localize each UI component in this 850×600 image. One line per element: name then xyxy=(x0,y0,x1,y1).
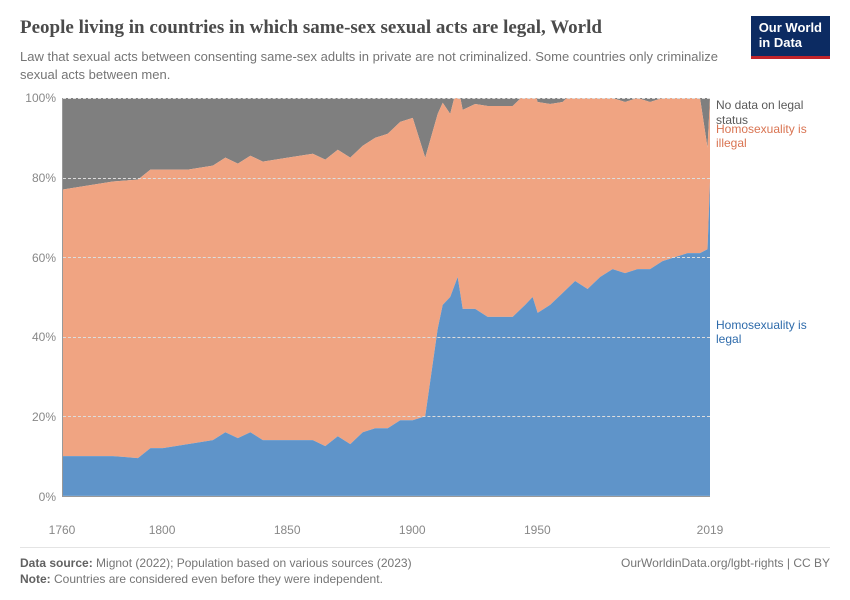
y-tick-label: 60% xyxy=(32,251,56,265)
note-text: Countries are considered even before the… xyxy=(54,572,383,586)
series-label-nodata: No data on legal status xyxy=(716,98,830,127)
x-tick-label: 2019 xyxy=(697,523,724,537)
y-axis: 0%20%40%60%80%100% xyxy=(20,98,62,497)
footer-left: Data source: Mignot (2022); Population b… xyxy=(20,556,605,588)
y-tick-label: 100% xyxy=(25,91,56,105)
series-label-legal: Homosexuality is legal xyxy=(716,318,830,347)
header: People living in countries in which same… xyxy=(20,16,830,84)
series-labels: Homosexuality is legalHomosexuality is i… xyxy=(710,98,830,497)
logo-line1: Our World xyxy=(759,20,822,35)
owid-logo: Our World in Data xyxy=(751,16,830,59)
x-tick-label: 1900 xyxy=(399,523,426,537)
attribution: OurWorldinData.org/lgbt-rights | CC BY xyxy=(621,556,830,588)
x-tick-label: 1760 xyxy=(49,523,76,537)
chart-area: 0%20%40%60%80%100% Homosexuality is lega… xyxy=(20,98,830,497)
x-tick-label: 1800 xyxy=(149,523,176,537)
logo-line2: in Data xyxy=(759,35,802,50)
footer: Data source: Mignot (2022); Population b… xyxy=(20,547,830,588)
x-tick-label: 1850 xyxy=(274,523,301,537)
y-tick-label: 20% xyxy=(32,410,56,424)
y-tick-label: 40% xyxy=(32,330,56,344)
chart-title: People living in countries in which same… xyxy=(20,16,735,40)
plot xyxy=(62,98,710,497)
x-axis: 176018001850190019502019 xyxy=(62,519,710,541)
x-tick-label: 1950 xyxy=(524,523,551,537)
stacked-areas xyxy=(63,98,710,496)
source-text: Mignot (2022); Population based on vario… xyxy=(96,556,412,570)
title-block: People living in countries in which same… xyxy=(20,16,735,84)
source-label: Data source: xyxy=(20,556,93,570)
chart-subtitle: Law that sexual acts between consenting … xyxy=(20,48,720,84)
y-tick-label: 80% xyxy=(32,171,56,185)
note-label: Note: xyxy=(20,572,51,586)
